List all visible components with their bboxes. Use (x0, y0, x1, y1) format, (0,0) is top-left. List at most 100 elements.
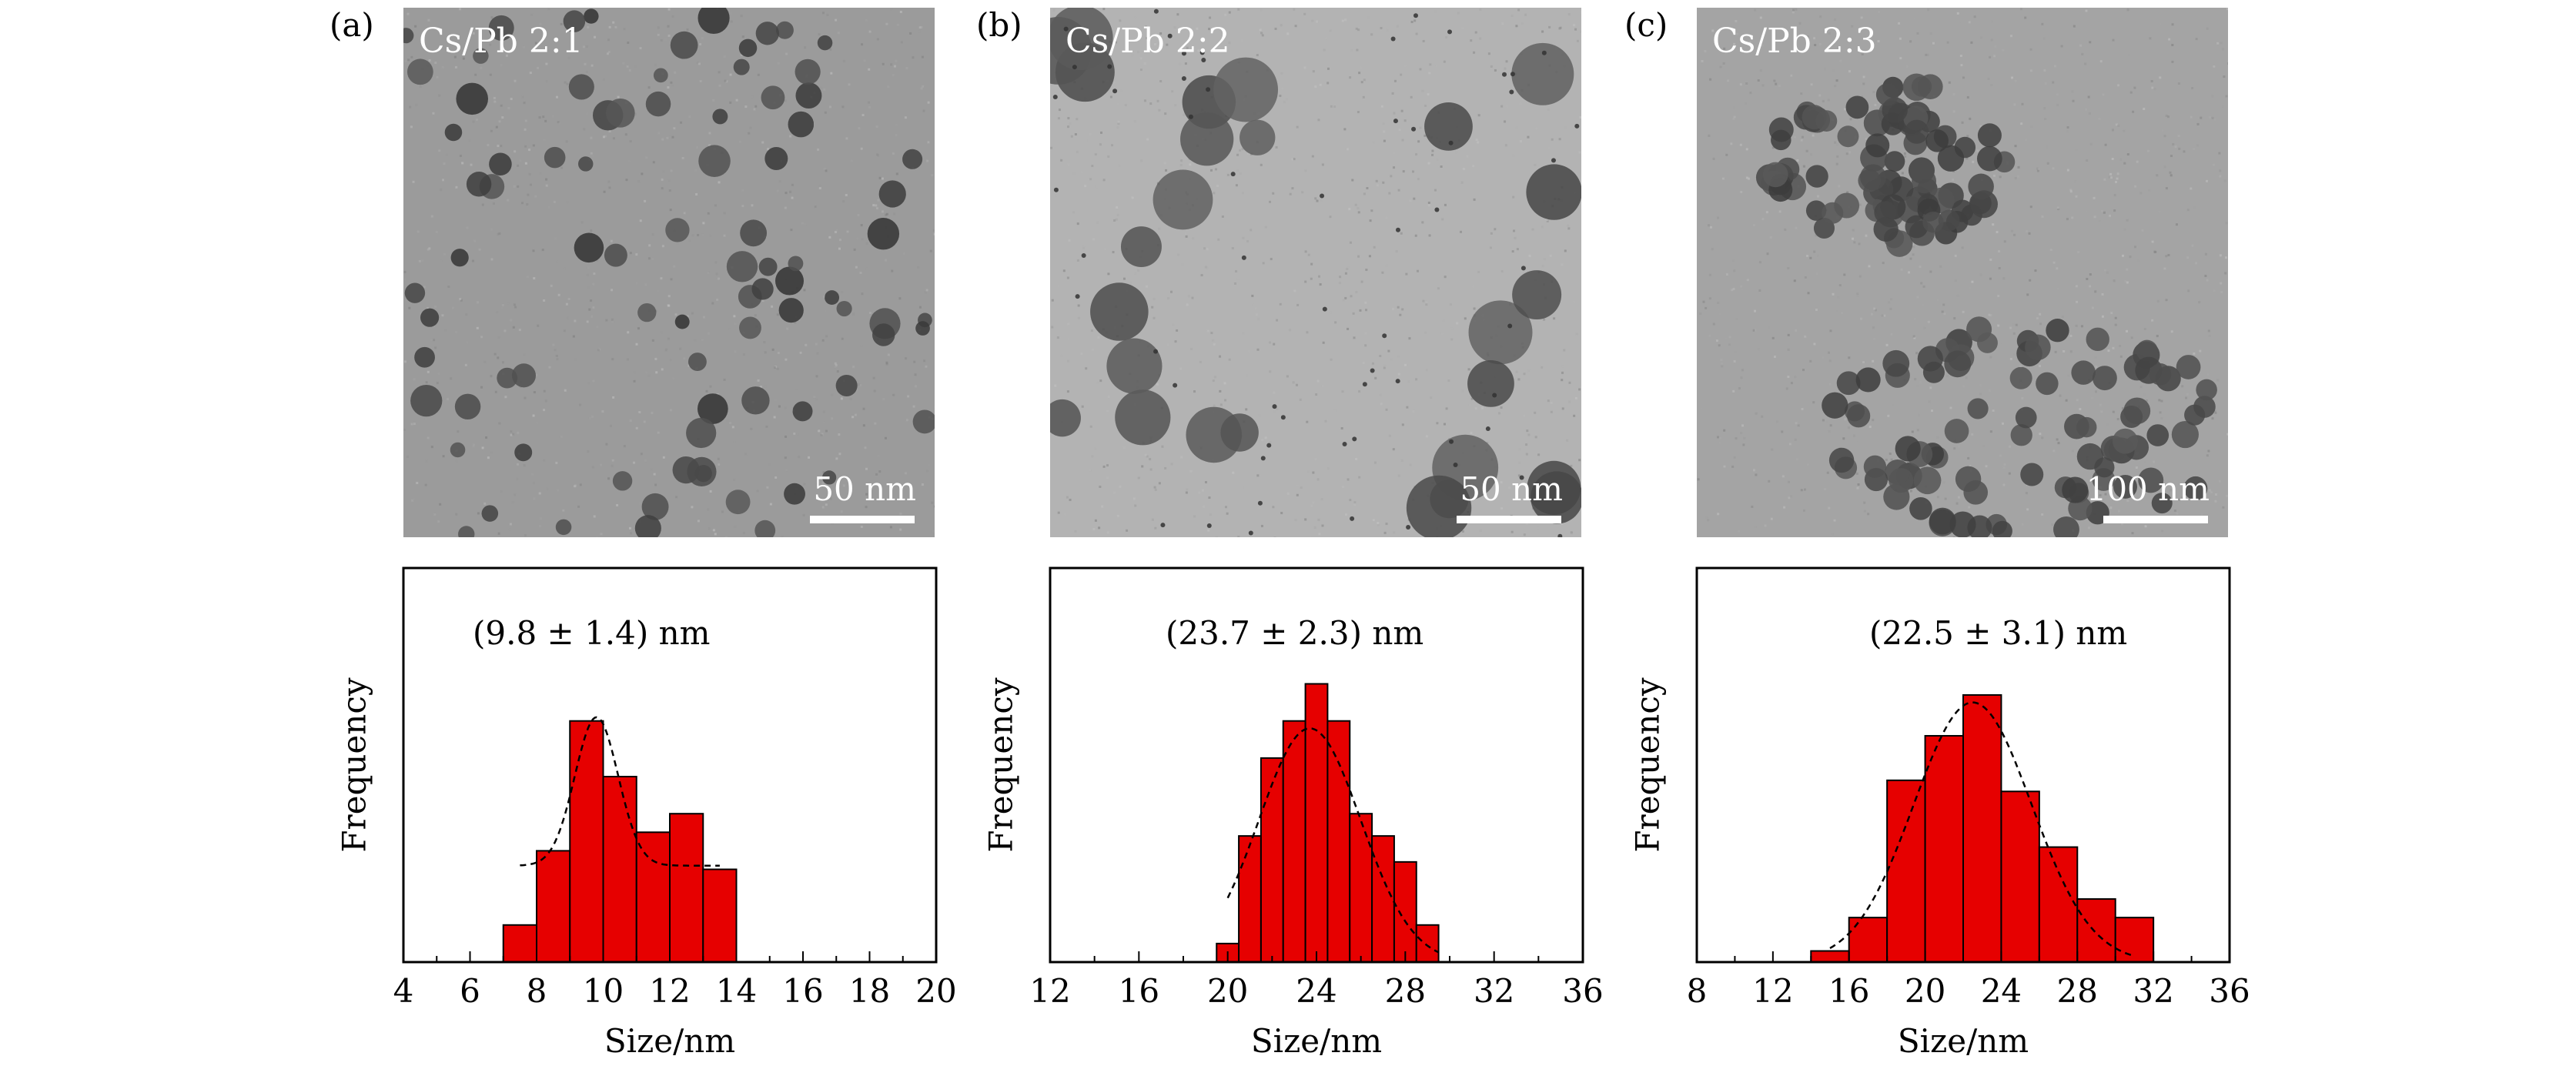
noise-speck (657, 26, 660, 29)
noise-speck (524, 119, 527, 122)
noise-speck (1718, 441, 1721, 444)
noise-speck (716, 298, 719, 301)
noise-speck (667, 86, 670, 89)
noise-speck (789, 135, 792, 138)
noise-speck (2143, 108, 2146, 111)
noise-speck (1956, 169, 1959, 172)
noise-speck (1067, 125, 1070, 129)
noise-speck (523, 353, 526, 356)
noise-speck (2116, 417, 2119, 420)
noise-speck (1989, 314, 1992, 317)
noise-speck (778, 405, 781, 408)
noise-speck (1909, 490, 1912, 493)
noise-speck (1873, 337, 1876, 340)
noise-speck (912, 56, 915, 59)
noise-speck (805, 343, 808, 346)
noise-speck (2056, 206, 2059, 209)
noise-speck (1296, 493, 1299, 496)
noise-speck (691, 234, 694, 237)
nanocrystal-particle (555, 519, 572, 536)
noise-speck (2054, 350, 2057, 353)
noise-speck (602, 135, 605, 139)
scale-text-a: 50 nm (813, 470, 916, 508)
noise-speck (1097, 336, 1100, 339)
noise-speck (885, 22, 888, 25)
noise-speck (931, 174, 934, 177)
noise-speck (483, 502, 487, 505)
noise-speck (2150, 79, 2153, 82)
nanocrystal-particle (755, 22, 779, 45)
noise-speck (1793, 279, 1796, 282)
noise-speck (2056, 267, 2059, 270)
noise-speck (1535, 127, 1538, 130)
noise-speck (740, 15, 743, 18)
noise-speck (1822, 99, 1825, 102)
noise-speck (1832, 292, 1835, 296)
noise-speck (2221, 48, 2224, 51)
noise-speck (1770, 517, 1773, 520)
noise-speck (2218, 480, 2221, 483)
noise-speck (1106, 531, 1109, 534)
noise-speck (637, 180, 641, 183)
noise-speck (1953, 317, 1956, 320)
noise-speck (1316, 199, 1319, 202)
noise-speck (1989, 513, 1992, 516)
noise-speck (712, 99, 715, 102)
nanocrystal-particle (741, 386, 770, 415)
noise-speck (655, 371, 658, 374)
noise-speck (1461, 389, 1464, 393)
tem-image-a: Cs/Pb 2:1 50 nm (403, 8, 935, 537)
noise-speck (1364, 301, 1367, 304)
noise-speck (1842, 437, 1845, 440)
noise-speck (813, 396, 816, 399)
noise-speck (1299, 398, 1302, 401)
noise-speck (2104, 143, 2107, 146)
noise-speck (1206, 248, 1209, 251)
nanocrystal-particle (2046, 319, 2069, 343)
nanocrystal-particle (2092, 366, 2117, 391)
nanocrystal-particle (1424, 102, 1473, 151)
nanocrystal-particle (788, 111, 815, 138)
nanocrystal-particle (1551, 158, 1556, 163)
noise-speck (1283, 100, 1286, 103)
nanocrystal-particle (1220, 413, 1259, 452)
noise-speck (466, 226, 469, 229)
noise-speck (1261, 439, 1264, 442)
histogram-bar (536, 850, 571, 963)
noise-speck (2002, 466, 2006, 469)
noise-speck (2208, 335, 2211, 338)
noise-speck (2098, 117, 2101, 120)
noise-speck (1246, 239, 1250, 242)
noise-speck (1099, 131, 1102, 134)
noise-speck (1445, 36, 1448, 39)
noise-speck (835, 18, 838, 22)
noise-speck (723, 378, 726, 381)
noise-speck (1813, 250, 1816, 253)
noise-speck (2151, 319, 2154, 322)
noise-speck (496, 311, 499, 314)
nanocrystal-particle (835, 374, 858, 397)
noise-speck (771, 305, 774, 308)
noise-speck (1794, 376, 1797, 379)
noise-speck (899, 528, 902, 531)
noise-speck (1834, 18, 1837, 22)
noise-speck (545, 184, 548, 187)
nanocrystal-particle (1860, 164, 1887, 191)
noise-speck (1256, 348, 1260, 351)
noise-speck (1579, 115, 1581, 119)
noise-speck (1778, 85, 1781, 88)
noise-speck (1828, 359, 1832, 363)
noise-speck (1400, 109, 1403, 112)
noise-speck (1403, 363, 1407, 366)
noise-speck (1574, 396, 1577, 399)
noise-speck (1564, 126, 1567, 129)
noise-speck (734, 350, 737, 353)
noise-speck (718, 84, 721, 87)
noise-speck (1561, 407, 1564, 410)
noise-speck (856, 237, 859, 240)
noise-speck (1317, 119, 1320, 122)
nanocrystal-particle (514, 443, 533, 462)
noise-speck (1997, 295, 2000, 298)
noise-speck (2176, 512, 2179, 515)
noise-speck (1527, 433, 1531, 436)
